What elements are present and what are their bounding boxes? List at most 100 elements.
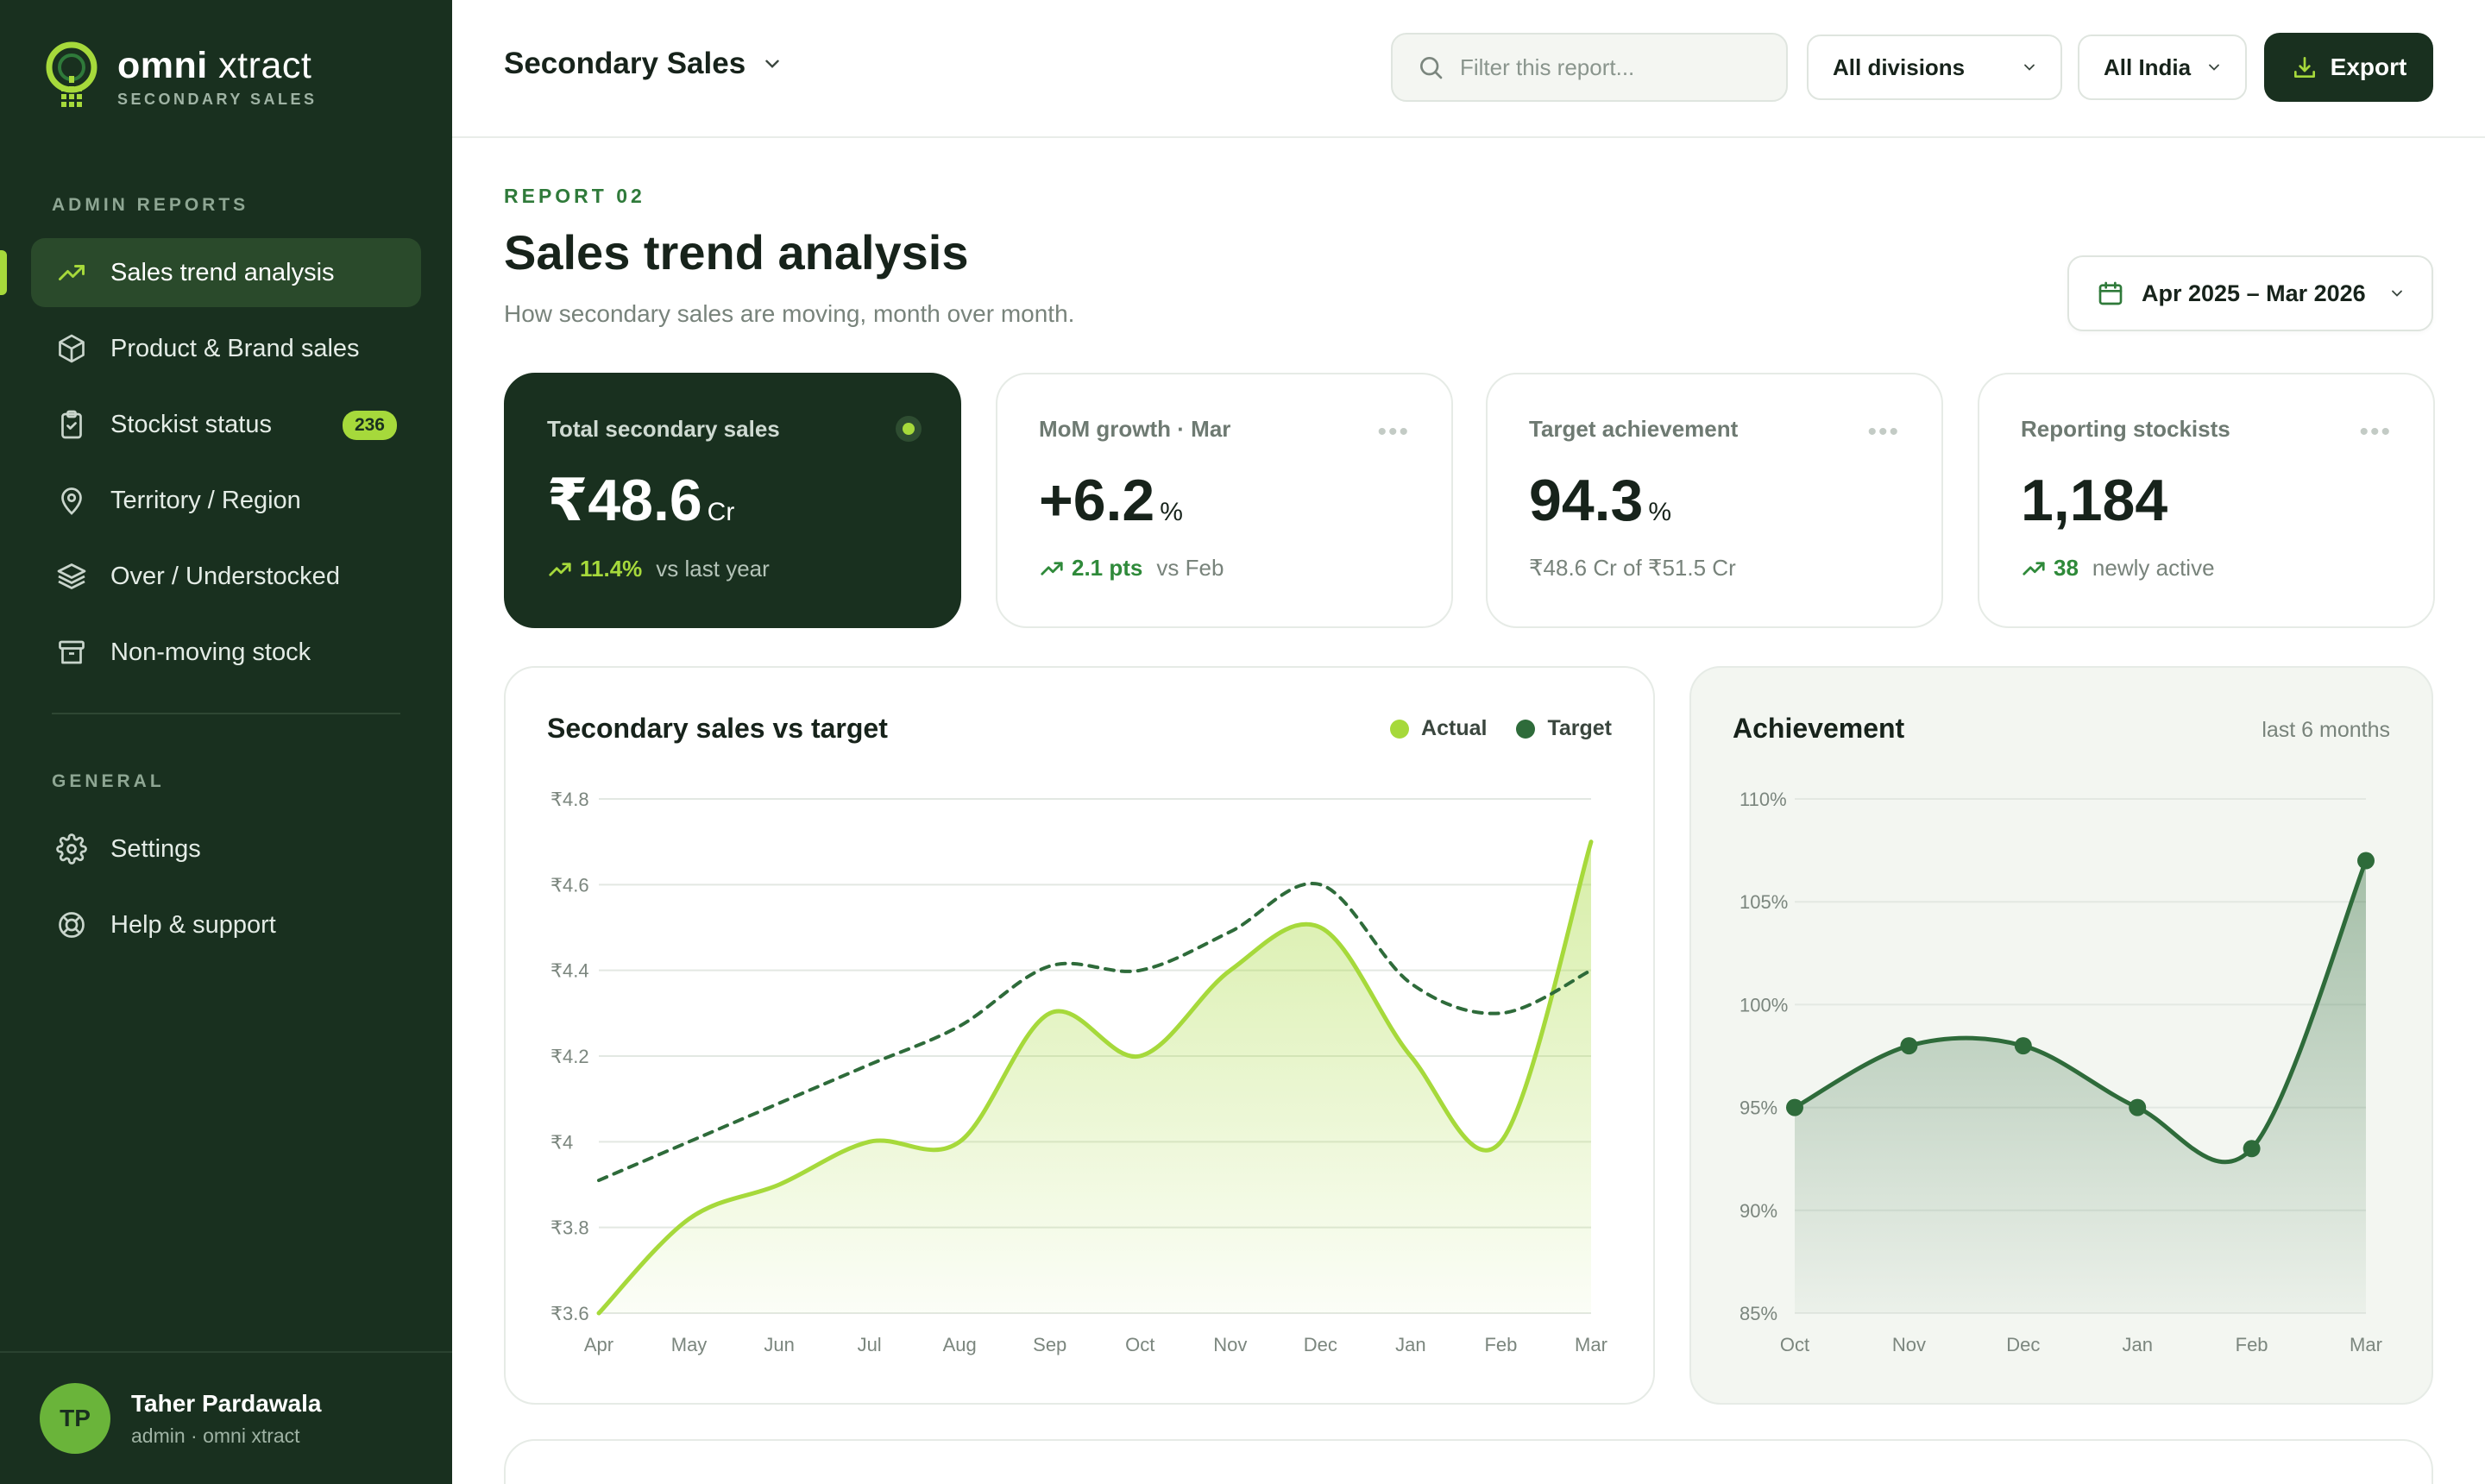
y-tick-label: 85% bbox=[1740, 1303, 1777, 1324]
y-tick-label: 100% bbox=[1740, 994, 1788, 1016]
x-tick-label: May bbox=[671, 1334, 708, 1355]
sidebar-item-non-moving[interactable]: Non-moving stock bbox=[31, 618, 421, 687]
kpi-mom-growth[interactable]: MoM growth · Mar ••• +6.2% 2.1 pts vs Fe… bbox=[996, 373, 1453, 628]
legend-swatch bbox=[1390, 719, 1410, 739]
x-tick-label: Sep bbox=[1033, 1334, 1066, 1355]
sidebar-item-product-brand[interactable]: Product & Brand sales bbox=[31, 314, 421, 383]
next-report-card bbox=[504, 1439, 2433, 1484]
search-icon bbox=[1420, 57, 1443, 79]
kpi-delta-note: ₹48.6 Cr of ₹51.5 Cr bbox=[1529, 555, 1736, 581]
more-options-icon[interactable]: ••• bbox=[2359, 418, 2392, 446]
series-line-target-1 bbox=[597, 882, 1593, 1183]
x-tick-label: Feb bbox=[2236, 1334, 2268, 1355]
brand-name: omni xtract bbox=[117, 45, 312, 86]
data-point[interactable] bbox=[2357, 852, 2375, 870]
legend-item-actual[interactable]: Actual bbox=[1390, 716, 1487, 741]
user-role: admin · omni xtract bbox=[131, 1424, 300, 1447]
x-tick-label: Jul bbox=[858, 1334, 882, 1355]
division-select-value: All divisions bbox=[1833, 53, 1966, 80]
kpi-target-achievement[interactable]: Target achievement ••• 94.3% ₹48.6 Cr of… bbox=[1486, 373, 1943, 628]
kpi-reporting-stockists[interactable]: Reporting stockists ••• 1,184 38 newly a… bbox=[1978, 373, 2435, 628]
sidebar-item-stockist-status[interactable]: Stockist status 236 bbox=[31, 390, 421, 459]
export-button[interactable]: Export bbox=[2264, 33, 2433, 102]
y-tick-label: ₹4.8 bbox=[550, 789, 589, 810]
sidebar-item-label: Product & Brand sales bbox=[110, 334, 360, 362]
export-label: Export bbox=[2330, 53, 2407, 80]
date-range-picker[interactable]: Apr 2025 – Mar 2026 bbox=[2067, 255, 2433, 331]
kpi-delta-note: vs last year bbox=[656, 556, 770, 582]
kpi-unit: % bbox=[1648, 498, 1672, 526]
legend-item-target[interactable]: Target bbox=[1516, 716, 1612, 741]
brand[interactable]: omni xtract SECONDARY SALES bbox=[43, 41, 318, 112]
date-range-value: Apr 2025 – Mar 2026 bbox=[2142, 280, 2366, 306]
data-point[interactable] bbox=[1900, 1037, 1918, 1055]
sidebar-divider bbox=[52, 713, 400, 714]
sidebar-item-help[interactable]: Help & support bbox=[31, 890, 421, 959]
map-pin-icon bbox=[55, 484, 88, 517]
search-box[interactable] bbox=[1391, 33, 1788, 102]
legend-label: Actual bbox=[1421, 716, 1488, 740]
chart-title: Achievement bbox=[1733, 713, 1905, 744]
chart-legend: Actual Target bbox=[1361, 716, 1612, 741]
series-line-actual-0 bbox=[596, 839, 1594, 1316]
sidebar-item-over-understocked[interactable]: Over / Understocked bbox=[31, 542, 421, 611]
sidebar-item-settings[interactable]: Settings bbox=[31, 814, 421, 883]
kpi-delta: 2.1 pts bbox=[1072, 555, 1143, 581]
sidebar-item-sales-trend[interactable]: Sales trend analysis bbox=[31, 238, 421, 307]
kpi-total-sales[interactable]: Total secondary sales ₹48.6 Cr 11.4% vs l… bbox=[504, 373, 961, 628]
kpi-value: ₹48.6 bbox=[547, 468, 702, 533]
layers-icon bbox=[55, 560, 88, 593]
kpi-delta-note: newly active bbox=[2092, 555, 2215, 581]
report-switcher[interactable]: Secondary Sales bbox=[504, 47, 783, 81]
kpi-delta: 38 bbox=[2054, 555, 2079, 581]
more-options-icon[interactable]: ••• bbox=[1377, 418, 1410, 446]
kpi-value: +6.2 bbox=[1039, 468, 1155, 533]
y-tick-label: ₹4.4 bbox=[550, 960, 589, 982]
x-tick-label: Jan bbox=[2122, 1334, 2152, 1355]
data-point[interactable] bbox=[2129, 1098, 2147, 1116]
x-tick-label: Oct bbox=[1780, 1334, 1809, 1355]
legend-label: Target bbox=[1547, 716, 1612, 740]
gear-icon bbox=[55, 833, 88, 865]
x-tick-label: Jan bbox=[1395, 1334, 1425, 1355]
y-tick-label: ₹4.2 bbox=[550, 1046, 589, 1067]
more-options-icon[interactable]: ••• bbox=[1867, 418, 1900, 446]
general-label: GENERAL bbox=[52, 771, 165, 791]
user-profile[interactable]: TP Taher Pardawala admin · omni xtract bbox=[0, 1351, 452, 1484]
stockist-count-badge: 236 bbox=[342, 411, 397, 440]
user-name: Taher Pardawala bbox=[131, 1389, 322, 1417]
kpi-delta-note: vs Feb bbox=[1156, 555, 1224, 581]
data-point[interactable] bbox=[2014, 1037, 2032, 1055]
logo-bulb-icon bbox=[46, 41, 98, 107]
x-tick-label: Apr bbox=[584, 1334, 613, 1355]
kpi-label: MoM growth · Mar bbox=[1039, 416, 1231, 442]
x-tick-label: Nov bbox=[1213, 1334, 1247, 1355]
x-tick-label: Feb bbox=[1484, 1334, 1517, 1355]
search-input[interactable] bbox=[1460, 53, 1771, 81]
kpi-label: Target achievement bbox=[1529, 416, 1739, 442]
chart-title: Secondary sales vs target bbox=[547, 713, 888, 744]
trending-up-icon bbox=[549, 562, 571, 576]
sidebar-item-label: Stockist status bbox=[110, 410, 272, 438]
x-tick-label: Mar bbox=[1575, 1334, 1607, 1355]
admin-reports-label: ADMIN REPORTS bbox=[52, 195, 249, 215]
division-select[interactable]: All divisions bbox=[1807, 35, 2062, 100]
data-point[interactable] bbox=[1786, 1098, 1803, 1116]
sidebar-item-label: Over / Understocked bbox=[110, 562, 340, 590]
y-tick-label: ₹3.6 bbox=[550, 1303, 589, 1324]
brand-subtitle: SECONDARY SALES bbox=[117, 91, 318, 108]
region-select[interactable]: All India bbox=[2078, 35, 2247, 100]
sidebar-item-label: Help & support bbox=[110, 910, 276, 939]
trending-up-icon bbox=[1041, 561, 1063, 575]
chart-period-note: last 6 months bbox=[2262, 718, 2390, 742]
data-point[interactable] bbox=[2243, 1140, 2261, 1158]
sidebar: omni xtract SECONDARY SALES ADMIN REPORT… bbox=[0, 0, 452, 1484]
archive-icon bbox=[55, 636, 88, 669]
kpi-value: 94.3 bbox=[1529, 468, 1644, 533]
avatar: TP bbox=[40, 1383, 110, 1454]
chevron-down-icon bbox=[2209, 64, 2219, 71]
chevron-down-icon bbox=[2024, 64, 2035, 71]
sales-vs-target-chart: ₹4.8 ₹4.6 ₹4.4 ₹4.2 ₹4 ₹3.8 ₹3.6 Apr May Jun Jul Au… bbox=[550, 789, 1607, 1355]
sidebar-item-territory[interactable]: Territory / Region bbox=[31, 466, 421, 535]
sidebar-item-label: Non-moving stock bbox=[110, 638, 311, 666]
